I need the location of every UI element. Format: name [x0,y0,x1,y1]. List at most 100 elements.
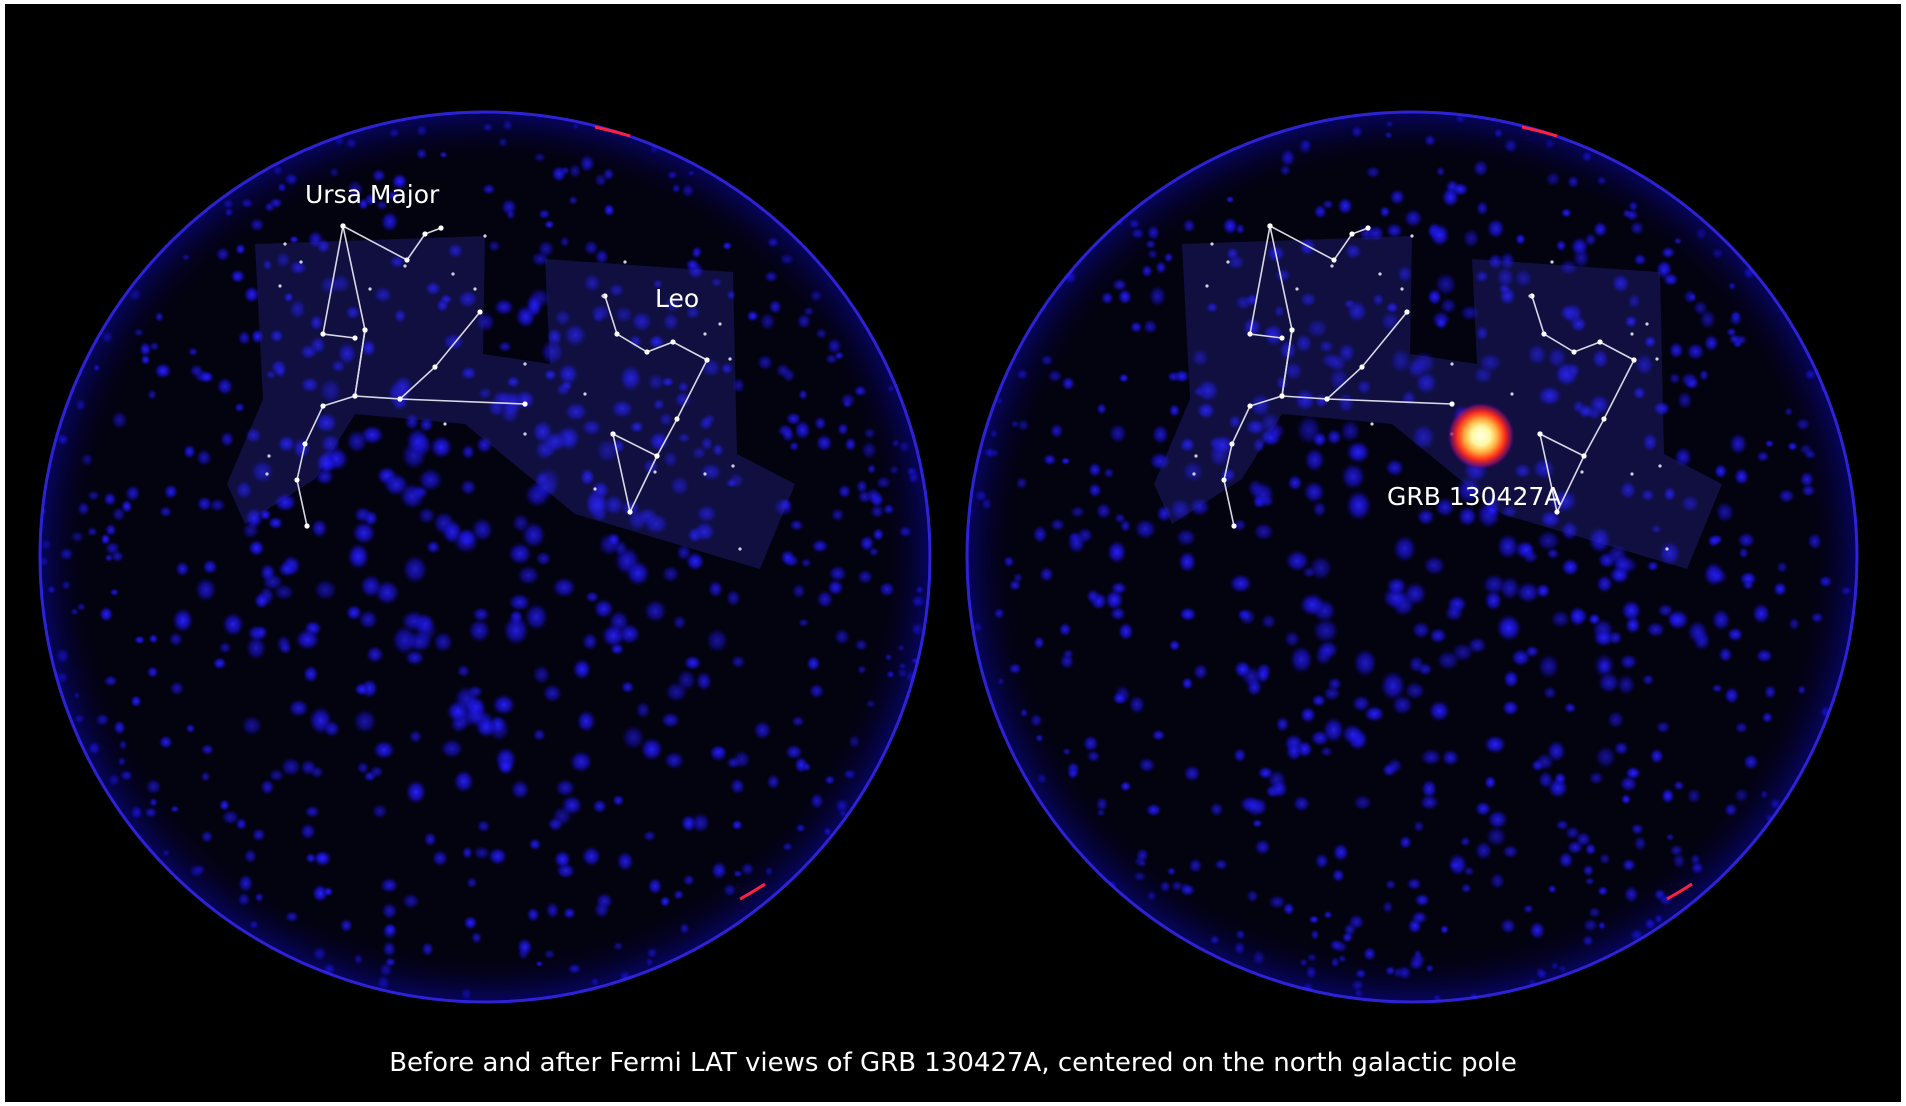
faint-star [278,284,282,288]
faint-star [1450,362,1454,366]
star-dot [614,331,620,337]
sky-maps [38,110,1859,1004]
constellation-lines [265,223,742,551]
star-dot [304,523,310,529]
faint-star [1528,294,1532,298]
image-caption: Before and after Fermi LAT views of GRB … [389,1048,1517,1078]
faint-star [703,332,707,336]
faint-star [403,264,407,268]
leo-label: Leo [655,284,700,313]
faint-star [623,260,627,264]
grb-glow [1447,402,1515,470]
faint-star [265,472,269,476]
sky-map-after [965,110,1859,1004]
faint-star [1520,487,1524,491]
star-dot [1631,357,1637,363]
faint-star [1194,454,1198,458]
star-dot [1267,223,1273,229]
faint-star [1410,234,1414,238]
image-frame: Ursa Major Leo GRB 130427A Before and af… [5,4,1901,1102]
sky-map-before [38,110,932,1004]
star-dot [1221,477,1227,483]
faint-star [1658,464,1662,468]
star-dot [1247,331,1253,337]
faint-star [1630,472,1634,476]
constellation-line [1269,225,1369,262]
faint-star [368,287,372,291]
constellation-line [1281,329,1293,397]
star-dot [340,223,346,229]
star-dot [422,231,428,237]
faint-star [731,464,735,468]
faint-star [593,487,597,491]
faint-star [1295,287,1299,291]
star-dot [670,339,676,345]
faint-star [473,287,477,291]
star-dot [704,357,710,363]
star-dot [438,225,444,231]
star-dot [1541,331,1547,337]
faint-star [1400,287,1404,291]
faint-star [267,454,271,458]
faint-star [1370,422,1374,426]
star-dot [397,396,403,402]
faint-star [283,242,287,246]
faint-star [583,392,587,396]
faint-star [1645,322,1649,326]
faint-star [718,322,722,326]
star-dot [320,331,326,337]
faint-star [1192,472,1196,476]
star-dot [1247,403,1253,409]
constellation-line [342,225,442,262]
star-dot [320,403,326,409]
star-dot [1404,309,1410,315]
faint-star [1665,547,1669,551]
grb-label: GRB 130427A [1387,482,1562,511]
faint-star [653,470,657,474]
faint-star [523,432,527,436]
faint-star [299,260,303,264]
faint-star [1226,260,1230,264]
star-dot [432,364,438,370]
faint-star [1655,357,1659,361]
faint-star [483,234,487,238]
faint-star [703,472,707,476]
star-dot [1279,393,1285,399]
star-dot [1449,401,1455,407]
faint-star [728,357,732,361]
star-dot [294,477,300,483]
star-dot [352,393,358,399]
star-dot [1554,509,1560,515]
star-dot [477,309,483,315]
faint-star [1630,332,1634,336]
star-dot [302,441,308,447]
star-dot [1537,431,1543,437]
faint-star [1580,470,1584,474]
faint-star [523,362,527,366]
constellation-line [354,329,366,397]
star-dot [644,349,650,355]
constellation-line [1539,433,1585,457]
faint-star [1550,260,1554,264]
star-dot [1349,231,1355,237]
star-dot [1359,364,1365,370]
star-dot [1365,225,1371,231]
star-dot [1581,453,1587,459]
star-dot [1229,441,1235,447]
star-dot [362,327,368,333]
faint-star [1210,242,1214,246]
star-dot [1331,257,1337,263]
star-dot [627,509,633,515]
star-dot [610,431,616,437]
faint-star [1330,264,1334,268]
faint-star [1378,272,1382,276]
star-dot [674,416,680,422]
star-dot [404,257,410,263]
star-dot [352,335,358,341]
ursa-major-label: Ursa Major [305,180,440,209]
star-dot [1324,396,1330,402]
faint-star [451,272,455,276]
faint-star [1205,284,1209,288]
faint-star [1510,392,1514,396]
star-dot [1289,327,1295,333]
